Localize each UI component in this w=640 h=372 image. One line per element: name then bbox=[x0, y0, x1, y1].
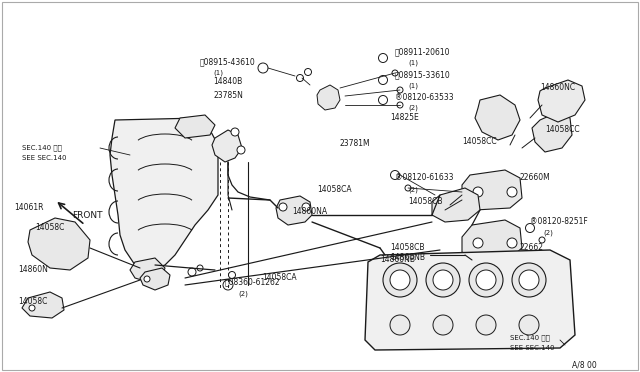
Text: (1): (1) bbox=[408, 60, 418, 66]
Circle shape bbox=[392, 70, 398, 76]
Text: A/8 00: A/8 00 bbox=[572, 360, 596, 369]
Circle shape bbox=[397, 102, 403, 108]
Circle shape bbox=[258, 63, 268, 73]
Circle shape bbox=[231, 128, 239, 136]
Circle shape bbox=[539, 237, 545, 243]
Text: 23781M: 23781M bbox=[340, 138, 371, 148]
Text: Ⓥ08915-43610: Ⓥ08915-43610 bbox=[200, 58, 256, 67]
Text: (2): (2) bbox=[238, 291, 248, 297]
Text: SEC.140 参図: SEC.140 参図 bbox=[510, 335, 550, 341]
Polygon shape bbox=[22, 292, 64, 318]
Circle shape bbox=[302, 203, 310, 211]
Text: 14058CA: 14058CA bbox=[317, 186, 351, 195]
Circle shape bbox=[512, 263, 546, 297]
Text: (1): (1) bbox=[213, 70, 223, 76]
Text: 14860NB: 14860NB bbox=[380, 256, 415, 264]
Text: 14860NC: 14860NC bbox=[540, 83, 575, 93]
Circle shape bbox=[237, 146, 245, 154]
Text: SEE SEC.140: SEE SEC.140 bbox=[22, 155, 67, 161]
Polygon shape bbox=[110, 118, 218, 270]
Text: 14860NA: 14860NA bbox=[292, 208, 327, 217]
Circle shape bbox=[433, 315, 453, 335]
Circle shape bbox=[507, 187, 517, 197]
Polygon shape bbox=[175, 115, 215, 138]
Text: 14860N: 14860N bbox=[18, 266, 48, 275]
Text: SEC.140 参図: SEC.140 参図 bbox=[22, 145, 62, 151]
Circle shape bbox=[525, 224, 534, 232]
Text: (2): (2) bbox=[408, 187, 418, 193]
Circle shape bbox=[507, 238, 517, 248]
Circle shape bbox=[476, 315, 496, 335]
Polygon shape bbox=[532, 112, 572, 152]
Polygon shape bbox=[462, 170, 522, 210]
Polygon shape bbox=[140, 268, 170, 290]
Polygon shape bbox=[475, 95, 520, 140]
Polygon shape bbox=[317, 85, 340, 110]
Circle shape bbox=[519, 315, 539, 335]
Text: 14058CB: 14058CB bbox=[390, 244, 424, 253]
Circle shape bbox=[378, 76, 387, 84]
Circle shape bbox=[390, 170, 399, 180]
Text: SEE SEC.140: SEE SEC.140 bbox=[510, 345, 554, 351]
Text: 14058CB: 14058CB bbox=[408, 198, 442, 206]
Circle shape bbox=[469, 263, 503, 297]
Circle shape bbox=[405, 185, 411, 191]
Circle shape bbox=[378, 54, 387, 62]
Text: 14061R: 14061R bbox=[14, 203, 44, 212]
Text: ®08120-61633: ®08120-61633 bbox=[395, 173, 454, 183]
Text: (1): (1) bbox=[408, 83, 418, 89]
Text: Ⓥ08915-33610: Ⓥ08915-33610 bbox=[395, 71, 451, 80]
Text: (2): (2) bbox=[543, 230, 553, 236]
Polygon shape bbox=[276, 196, 312, 225]
Polygon shape bbox=[130, 258, 165, 282]
Text: 14825E: 14825E bbox=[390, 113, 419, 122]
Text: 14058CC: 14058CC bbox=[462, 138, 497, 147]
Text: 14058C: 14058C bbox=[35, 224, 65, 232]
Circle shape bbox=[197, 265, 203, 271]
Circle shape bbox=[433, 270, 453, 290]
Text: ®08120-63533: ®08120-63533 bbox=[395, 93, 454, 102]
Circle shape bbox=[426, 263, 460, 297]
Circle shape bbox=[228, 272, 236, 279]
Circle shape bbox=[378, 96, 387, 105]
Circle shape bbox=[397, 87, 403, 93]
Text: (2): (2) bbox=[408, 105, 418, 111]
Circle shape bbox=[188, 268, 196, 276]
Circle shape bbox=[223, 280, 233, 290]
Text: Ⓝ08360-61262: Ⓝ08360-61262 bbox=[225, 278, 280, 286]
Text: 22660M: 22660M bbox=[520, 173, 551, 183]
Circle shape bbox=[519, 270, 539, 290]
Circle shape bbox=[29, 305, 35, 311]
Text: Ⓞ08911-20610: Ⓞ08911-20610 bbox=[395, 48, 451, 57]
Circle shape bbox=[144, 276, 150, 282]
Polygon shape bbox=[28, 218, 90, 270]
Text: 23785N: 23785N bbox=[213, 90, 243, 99]
Polygon shape bbox=[212, 130, 242, 162]
Polygon shape bbox=[365, 250, 575, 350]
Polygon shape bbox=[462, 220, 522, 260]
Circle shape bbox=[473, 238, 483, 248]
Text: ®08120-8251F: ®08120-8251F bbox=[530, 218, 588, 227]
Circle shape bbox=[476, 270, 496, 290]
Circle shape bbox=[473, 187, 483, 197]
Circle shape bbox=[296, 74, 303, 81]
Polygon shape bbox=[538, 80, 585, 122]
Text: 22662: 22662 bbox=[520, 244, 544, 253]
Polygon shape bbox=[432, 188, 480, 222]
Circle shape bbox=[390, 315, 410, 335]
Text: 14840B: 14840B bbox=[213, 77, 243, 87]
Text: 14860NB: 14860NB bbox=[390, 253, 425, 263]
Text: 14058CC: 14058CC bbox=[545, 125, 580, 135]
Text: FRONT: FRONT bbox=[72, 211, 102, 219]
Text: 14058CA: 14058CA bbox=[262, 273, 296, 282]
Circle shape bbox=[305, 68, 312, 76]
Circle shape bbox=[383, 263, 417, 297]
Text: 14058C: 14058C bbox=[18, 298, 47, 307]
Circle shape bbox=[279, 203, 287, 211]
Circle shape bbox=[390, 270, 410, 290]
